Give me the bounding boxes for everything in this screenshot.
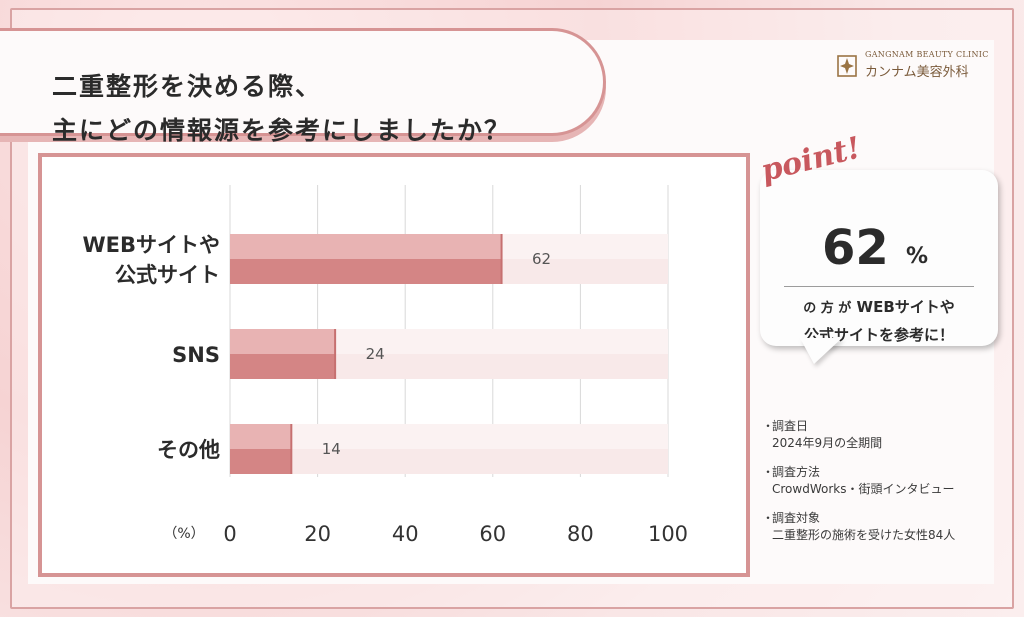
- title-line-2: 主にどの情報源を参考にしましたか？: [52, 116, 512, 145]
- note-label: 調査対象: [772, 511, 821, 525]
- data-label: 14: [322, 440, 341, 458]
- speech-bubble-tail: [800, 338, 842, 364]
- category-label: その他: [157, 438, 220, 462]
- callout-line-2: 公式サイトを参考に！: [803, 326, 954, 344]
- logo-english: GANGNAM BEAUTY CLINIC: [865, 50, 989, 59]
- unit-label: （%）: [163, 526, 204, 542]
- title-line-1: 二重整形を決める際、: [52, 72, 323, 101]
- note-detail: 2024年9月の全期間: [772, 436, 883, 450]
- bar: [230, 354, 336, 379]
- note-label: 調査日: [772, 419, 809, 433]
- note-method: ・ 調査方法 CrowdWorks・街頭インタビュー: [762, 464, 1002, 498]
- x-tick-label: 60: [479, 522, 506, 546]
- highlight-percent: %: [906, 244, 929, 269]
- category-label: WEBサイトや: [82, 233, 220, 257]
- logo-japanese: カンナム美容外科: [865, 65, 969, 80]
- bar: [230, 259, 502, 284]
- note-bullet: ・: [762, 511, 775, 525]
- callout-line-1-main: WEBサイトや: [856, 298, 955, 316]
- callout-divider: [784, 286, 974, 287]
- point-callout: 62 % の 方 が WEBサイトや 公式サイトを参考に！ point!: [758, 131, 1000, 380]
- category-label: SNS: [172, 343, 220, 367]
- data-label: 24: [366, 345, 385, 363]
- note-bullet: ・: [762, 465, 775, 479]
- x-tick-label: 40: [392, 522, 419, 546]
- x-tick-label: 100: [648, 522, 688, 546]
- logo-mark-icon: [837, 55, 857, 77]
- bar: [230, 234, 502, 259]
- note-bullet: ・: [762, 419, 775, 433]
- bar-track: [230, 449, 668, 474]
- x-tick-label: 20: [304, 522, 331, 546]
- clinic-logo: GANGNAM BEAUTY CLINIC カンナム美容外科: [835, 50, 988, 84]
- survey-notes: ・ 調査日 2024年9月の全期間 ・ 調査方法 CrowdWorks・街頭イン…: [762, 418, 1002, 556]
- highlight-number: 62: [822, 220, 889, 276]
- note-detail: 二重整形の施術を受けた女性84人: [772, 528, 956, 542]
- note-date: ・ 調査日 2024年9月の全期間: [762, 418, 1002, 452]
- note-detail: CrowdWorks・街頭インタビュー: [772, 482, 955, 496]
- bar-track: [230, 424, 668, 449]
- title-banner: 二重整形を決める際、 主にどの情報源を参考にしましたか？: [0, 28, 606, 145]
- data-label: 62: [532, 250, 551, 268]
- note-label: 調査方法: [772, 465, 821, 479]
- bar: [230, 329, 336, 354]
- bar: [230, 424, 292, 449]
- bar: [230, 449, 292, 474]
- x-tick-label: 0: [223, 522, 236, 546]
- page-title: 二重整形を決める際、 主にどの情報源を参考にしましたか？: [52, 65, 511, 153]
- callout-line-1: の 方 が WEBサイトや: [760, 296, 998, 317]
- chart-frame: 62 WEBサイトや公式サイト 24 SNS 14 その他 0 20 40 60 80 100 （%）: [38, 153, 750, 577]
- note-target: ・ 調査対象 二重整形の施術を受けた女性84人: [762, 510, 1002, 544]
- speech-bubble: 62 % の 方 が WEBサイトや 公式サイトを参考に！: [760, 170, 998, 346]
- callout-line-1-prefix: の 方 が: [803, 301, 852, 316]
- category-label: 公式サイト: [115, 263, 220, 287]
- x-tick-label: 80: [567, 522, 594, 546]
